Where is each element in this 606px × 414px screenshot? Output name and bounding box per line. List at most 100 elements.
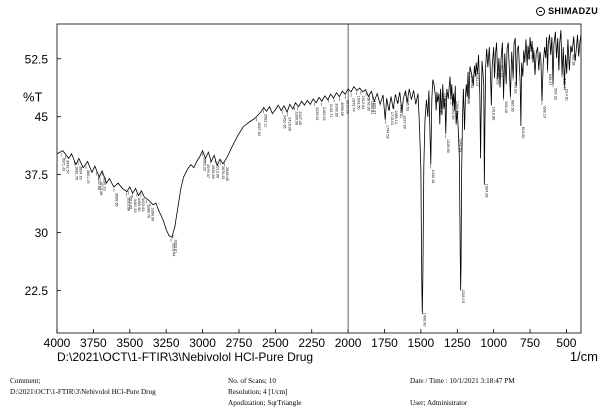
peak-label: 466.38 bbox=[572, 54, 576, 66]
peak-label: 1432.18 bbox=[431, 170, 435, 184]
peak-annotation: 1490.90 bbox=[422, 308, 427, 326]
y-tick-label: 30 bbox=[35, 226, 49, 240]
peak-annotation: 2452.65 bbox=[282, 110, 287, 129]
peak-annotation: 1432.18 bbox=[430, 165, 435, 184]
peak-annotation: 2945.65 bbox=[210, 160, 215, 179]
peak-annotation: 3203.01 bbox=[172, 234, 177, 253]
peak-label: 1852.81 bbox=[370, 101, 374, 115]
peak-annotation: 1912.54 bbox=[360, 91, 365, 110]
resolution-value: Resolution; 4 [1/cm] bbox=[228, 388, 288, 396]
peak-annotation: 668.19 bbox=[541, 101, 546, 118]
peak-label: 3690.23 bbox=[102, 177, 106, 191]
peak-annotation: 2347.40 bbox=[297, 106, 302, 125]
peak-label: 3360.99 bbox=[150, 208, 154, 222]
peak-label: 932.40 bbox=[504, 101, 508, 113]
peak-annotation: 3523.08 bbox=[126, 192, 131, 211]
x-tick-label: 4000 bbox=[44, 336, 71, 350]
peak-label: 2848.08 bbox=[225, 167, 229, 181]
peak-label: 3942.57 bbox=[66, 160, 70, 174]
peak-label: 813.60 bbox=[521, 127, 525, 139]
peak-label: 2913.90 bbox=[215, 164, 219, 178]
peak-annotation: 1328.90 bbox=[445, 134, 450, 153]
x-tick-label: 3750 bbox=[80, 336, 107, 350]
user-value: User; Administrator bbox=[410, 399, 468, 407]
peak-label: 866.82 bbox=[513, 82, 517, 94]
peak-label: 1876.30 bbox=[366, 97, 370, 111]
peak-label: 3510.85 bbox=[129, 196, 133, 210]
peak-label: 885.65 bbox=[511, 100, 515, 112]
peak-label: 2096.65 bbox=[334, 103, 338, 117]
peak-label: 1653.51 bbox=[399, 105, 403, 119]
peak-label: 1328.90 bbox=[446, 139, 450, 153]
peak-annotation: 1876.30 bbox=[365, 92, 370, 111]
peak-label: 3971.42 bbox=[61, 158, 65, 172]
peak-annotation: 2019.09 bbox=[345, 95, 350, 114]
y-axis-label: %T bbox=[23, 89, 43, 104]
scan-params-block: No. of Scans; 10 Resolution; 4 [1/cm] Ap… bbox=[228, 376, 301, 409]
apodization-value: Apodization; SqrTriangle bbox=[228, 399, 302, 407]
peak-annotation: 2369.56 bbox=[294, 106, 299, 125]
peak-label: 3881.76 bbox=[75, 166, 79, 180]
peak-annotation: 2132.71 bbox=[328, 99, 333, 117]
peak-annotation: 2876.61 bbox=[220, 161, 225, 180]
x-tick-label: 2750 bbox=[226, 336, 253, 350]
y-tick-label: 52.5 bbox=[25, 52, 49, 66]
peak-label: 592.33 bbox=[553, 88, 557, 100]
peak-annotation: 1979.74 bbox=[350, 93, 355, 112]
peak-annotation: 3002.22 bbox=[202, 152, 207, 171]
peak-annotation: 885.65 bbox=[510, 95, 515, 112]
peak-label: 3002.22 bbox=[203, 157, 207, 171]
peak-label: 2182.02 bbox=[322, 107, 326, 121]
brand-name: SHIMADZU bbox=[548, 6, 598, 16]
x-tick-label: 3250 bbox=[153, 336, 180, 350]
peak-annotation: 2979.37 bbox=[205, 159, 210, 178]
peak-label: 2979.37 bbox=[206, 164, 210, 178]
peak-label: 3386.70 bbox=[147, 204, 151, 218]
peak-label: 1943.50 bbox=[357, 96, 361, 110]
peak-label: 3727.86 bbox=[97, 177, 101, 191]
comment-block: Comment; D:\2021\OCT\1-FTIR\3\Nebivolol … bbox=[10, 376, 156, 398]
date-time: Date / Time : 10/1/2021 3:18:47 PM bbox=[410, 377, 515, 385]
peak-annotation: 3971.42 bbox=[60, 153, 65, 172]
peak-annotation: 1226.19 bbox=[460, 284, 465, 303]
peak-annotation: 2418.00 bbox=[287, 112, 292, 131]
peak-annotation: 1294.00 bbox=[450, 101, 455, 119]
peak-label: 2452.65 bbox=[283, 115, 287, 129]
peak-label: 963.73 bbox=[499, 65, 503, 77]
y-tick-label: 37.5 bbox=[25, 168, 49, 182]
x-tick-label: 2000 bbox=[335, 336, 362, 350]
peak-annotation: 3481.33 bbox=[132, 194, 137, 213]
peak-annotation: 466.38 bbox=[571, 49, 576, 66]
peak-annotation: 2182.02 bbox=[321, 102, 326, 121]
peak-label: 3216.44 bbox=[171, 243, 175, 257]
peak-annotation: 2848.08 bbox=[224, 162, 229, 181]
peak-annotation: 813.60 bbox=[520, 122, 525, 139]
peak-label: 3608.65 bbox=[114, 193, 118, 207]
peak-label: 2582.11 bbox=[264, 114, 268, 127]
peak-annotations: 3971.42 3942.57 3881.76 3854.76 3801.19 3727.… bbox=[60, 42, 576, 326]
spectrum-line bbox=[56, 30, 582, 314]
peak-label: 1912.54 bbox=[361, 96, 365, 110]
peak-annotation: 2058.39 bbox=[339, 97, 344, 116]
peak-annotation: 3216.44 bbox=[170, 238, 175, 257]
x-tick-label: 3000 bbox=[189, 336, 216, 350]
x-tick-label: 500 bbox=[556, 336, 576, 350]
peak-label: 1715.01 bbox=[390, 112, 394, 126]
peak-label: 3203.01 bbox=[173, 239, 177, 253]
x-tick-label: 1250 bbox=[444, 336, 471, 350]
plot-frame bbox=[56, 23, 582, 334]
peak-label: 1064.28 bbox=[485, 184, 489, 198]
peak-label: 3423.63 bbox=[141, 198, 145, 212]
peak-annotation: 3881.76 bbox=[74, 161, 79, 180]
peak-annotation: 630.47 bbox=[547, 69, 552, 85]
peak-annotation: 3423.63 bbox=[140, 193, 145, 212]
peak-annotation: 1064.28 bbox=[484, 179, 489, 198]
peak-annotation: 3360.99 bbox=[149, 203, 154, 222]
ftir-spectrum-chart: 3971.42 3942.57 3881.76 3854.76 3801.19 3727.… bbox=[23, 23, 598, 364]
x-tick-label: 1000 bbox=[480, 336, 507, 350]
peak-label: 2058.39 bbox=[340, 102, 344, 116]
x-tick-label: 2250 bbox=[298, 336, 325, 350]
x-tick-label: 3500 bbox=[116, 336, 143, 350]
peak-label: 1131.07 bbox=[475, 73, 479, 86]
file-path-label: D:\2021\OCT\1-FTIR\3\Nebivolol HCl-Pure … bbox=[57, 350, 313, 364]
